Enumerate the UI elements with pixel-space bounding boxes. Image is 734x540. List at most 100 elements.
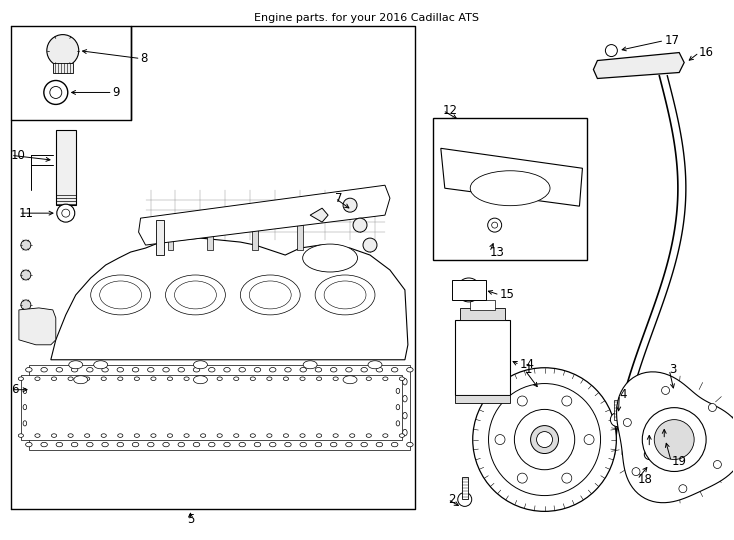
Ellipse shape — [166, 275, 225, 315]
Ellipse shape — [396, 421, 400, 426]
Ellipse shape — [102, 368, 109, 372]
Circle shape — [21, 300, 31, 310]
Ellipse shape — [391, 442, 398, 447]
Ellipse shape — [23, 388, 26, 394]
Ellipse shape — [41, 368, 48, 372]
Ellipse shape — [184, 434, 189, 437]
Ellipse shape — [163, 442, 170, 447]
Ellipse shape — [101, 377, 106, 381]
Ellipse shape — [266, 434, 272, 437]
Text: 2: 2 — [448, 493, 455, 506]
Ellipse shape — [391, 368, 398, 372]
Ellipse shape — [300, 442, 307, 447]
Ellipse shape — [100, 281, 142, 309]
Ellipse shape — [361, 442, 368, 447]
Ellipse shape — [35, 377, 40, 381]
Ellipse shape — [302, 244, 357, 272]
Ellipse shape — [178, 442, 184, 447]
Circle shape — [708, 403, 716, 411]
Ellipse shape — [333, 434, 338, 437]
Ellipse shape — [87, 442, 93, 447]
Text: 9: 9 — [112, 86, 120, 99]
Circle shape — [644, 449, 654, 460]
Ellipse shape — [200, 377, 206, 381]
Circle shape — [713, 461, 722, 469]
Bar — [614, 400, 620, 420]
Ellipse shape — [94, 361, 108, 369]
Ellipse shape — [217, 377, 222, 381]
Ellipse shape — [32, 429, 36, 436]
Ellipse shape — [407, 368, 413, 372]
Ellipse shape — [51, 434, 57, 437]
Ellipse shape — [208, 442, 215, 447]
Circle shape — [611, 413, 625, 427]
Ellipse shape — [233, 434, 239, 437]
Ellipse shape — [470, 171, 550, 206]
Ellipse shape — [41, 442, 48, 447]
Text: 8: 8 — [141, 52, 148, 65]
Ellipse shape — [366, 377, 371, 381]
Ellipse shape — [346, 368, 352, 372]
Polygon shape — [441, 148, 583, 206]
Circle shape — [21, 240, 31, 250]
Ellipse shape — [403, 413, 407, 419]
Ellipse shape — [132, 368, 139, 372]
Ellipse shape — [35, 434, 40, 437]
Ellipse shape — [56, 368, 62, 372]
Circle shape — [517, 473, 527, 483]
Bar — [433, 118, 587, 260]
Polygon shape — [19, 308, 56, 345]
Circle shape — [606, 45, 617, 57]
Circle shape — [21, 270, 31, 280]
Text: 7: 7 — [335, 192, 343, 205]
Ellipse shape — [316, 434, 321, 437]
Ellipse shape — [132, 442, 139, 447]
Ellipse shape — [403, 429, 407, 436]
Ellipse shape — [315, 442, 321, 447]
Ellipse shape — [233, 377, 239, 381]
Circle shape — [44, 80, 68, 104]
Bar — [53, 63, 73, 72]
Text: Engine parts. for your 2016 Cadillac ATS: Engine parts. for your 2016 Cadillac ATS — [255, 12, 479, 23]
Circle shape — [517, 396, 527, 406]
Ellipse shape — [269, 368, 276, 372]
Ellipse shape — [117, 434, 123, 437]
Bar — [297, 220, 303, 250]
Ellipse shape — [68, 377, 73, 381]
Ellipse shape — [239, 368, 245, 372]
Ellipse shape — [117, 377, 123, 381]
Ellipse shape — [51, 377, 57, 381]
Ellipse shape — [300, 377, 305, 381]
Circle shape — [515, 409, 575, 470]
Circle shape — [679, 485, 687, 492]
Ellipse shape — [148, 368, 154, 372]
Ellipse shape — [194, 376, 208, 384]
Ellipse shape — [399, 434, 404, 437]
Ellipse shape — [101, 434, 106, 437]
Circle shape — [62, 209, 70, 217]
Circle shape — [584, 435, 594, 444]
Ellipse shape — [134, 377, 139, 381]
Text: 17: 17 — [664, 34, 679, 47]
Bar — [167, 220, 173, 250]
Ellipse shape — [184, 377, 189, 381]
Ellipse shape — [250, 377, 255, 381]
Ellipse shape — [266, 377, 272, 381]
Circle shape — [537, 431, 553, 448]
Ellipse shape — [269, 442, 276, 447]
Circle shape — [458, 492, 472, 507]
Bar — [156, 220, 164, 255]
Text: 3: 3 — [669, 363, 677, 376]
Bar — [470, 300, 495, 310]
Ellipse shape — [178, 368, 184, 372]
Ellipse shape — [26, 442, 32, 447]
Text: 6: 6 — [11, 383, 18, 396]
Ellipse shape — [403, 395, 407, 402]
Text: 19: 19 — [671, 455, 686, 468]
Ellipse shape — [330, 442, 337, 447]
Ellipse shape — [134, 434, 139, 437]
Ellipse shape — [194, 361, 208, 369]
Ellipse shape — [175, 281, 217, 309]
Ellipse shape — [163, 368, 170, 372]
Ellipse shape — [376, 442, 382, 447]
